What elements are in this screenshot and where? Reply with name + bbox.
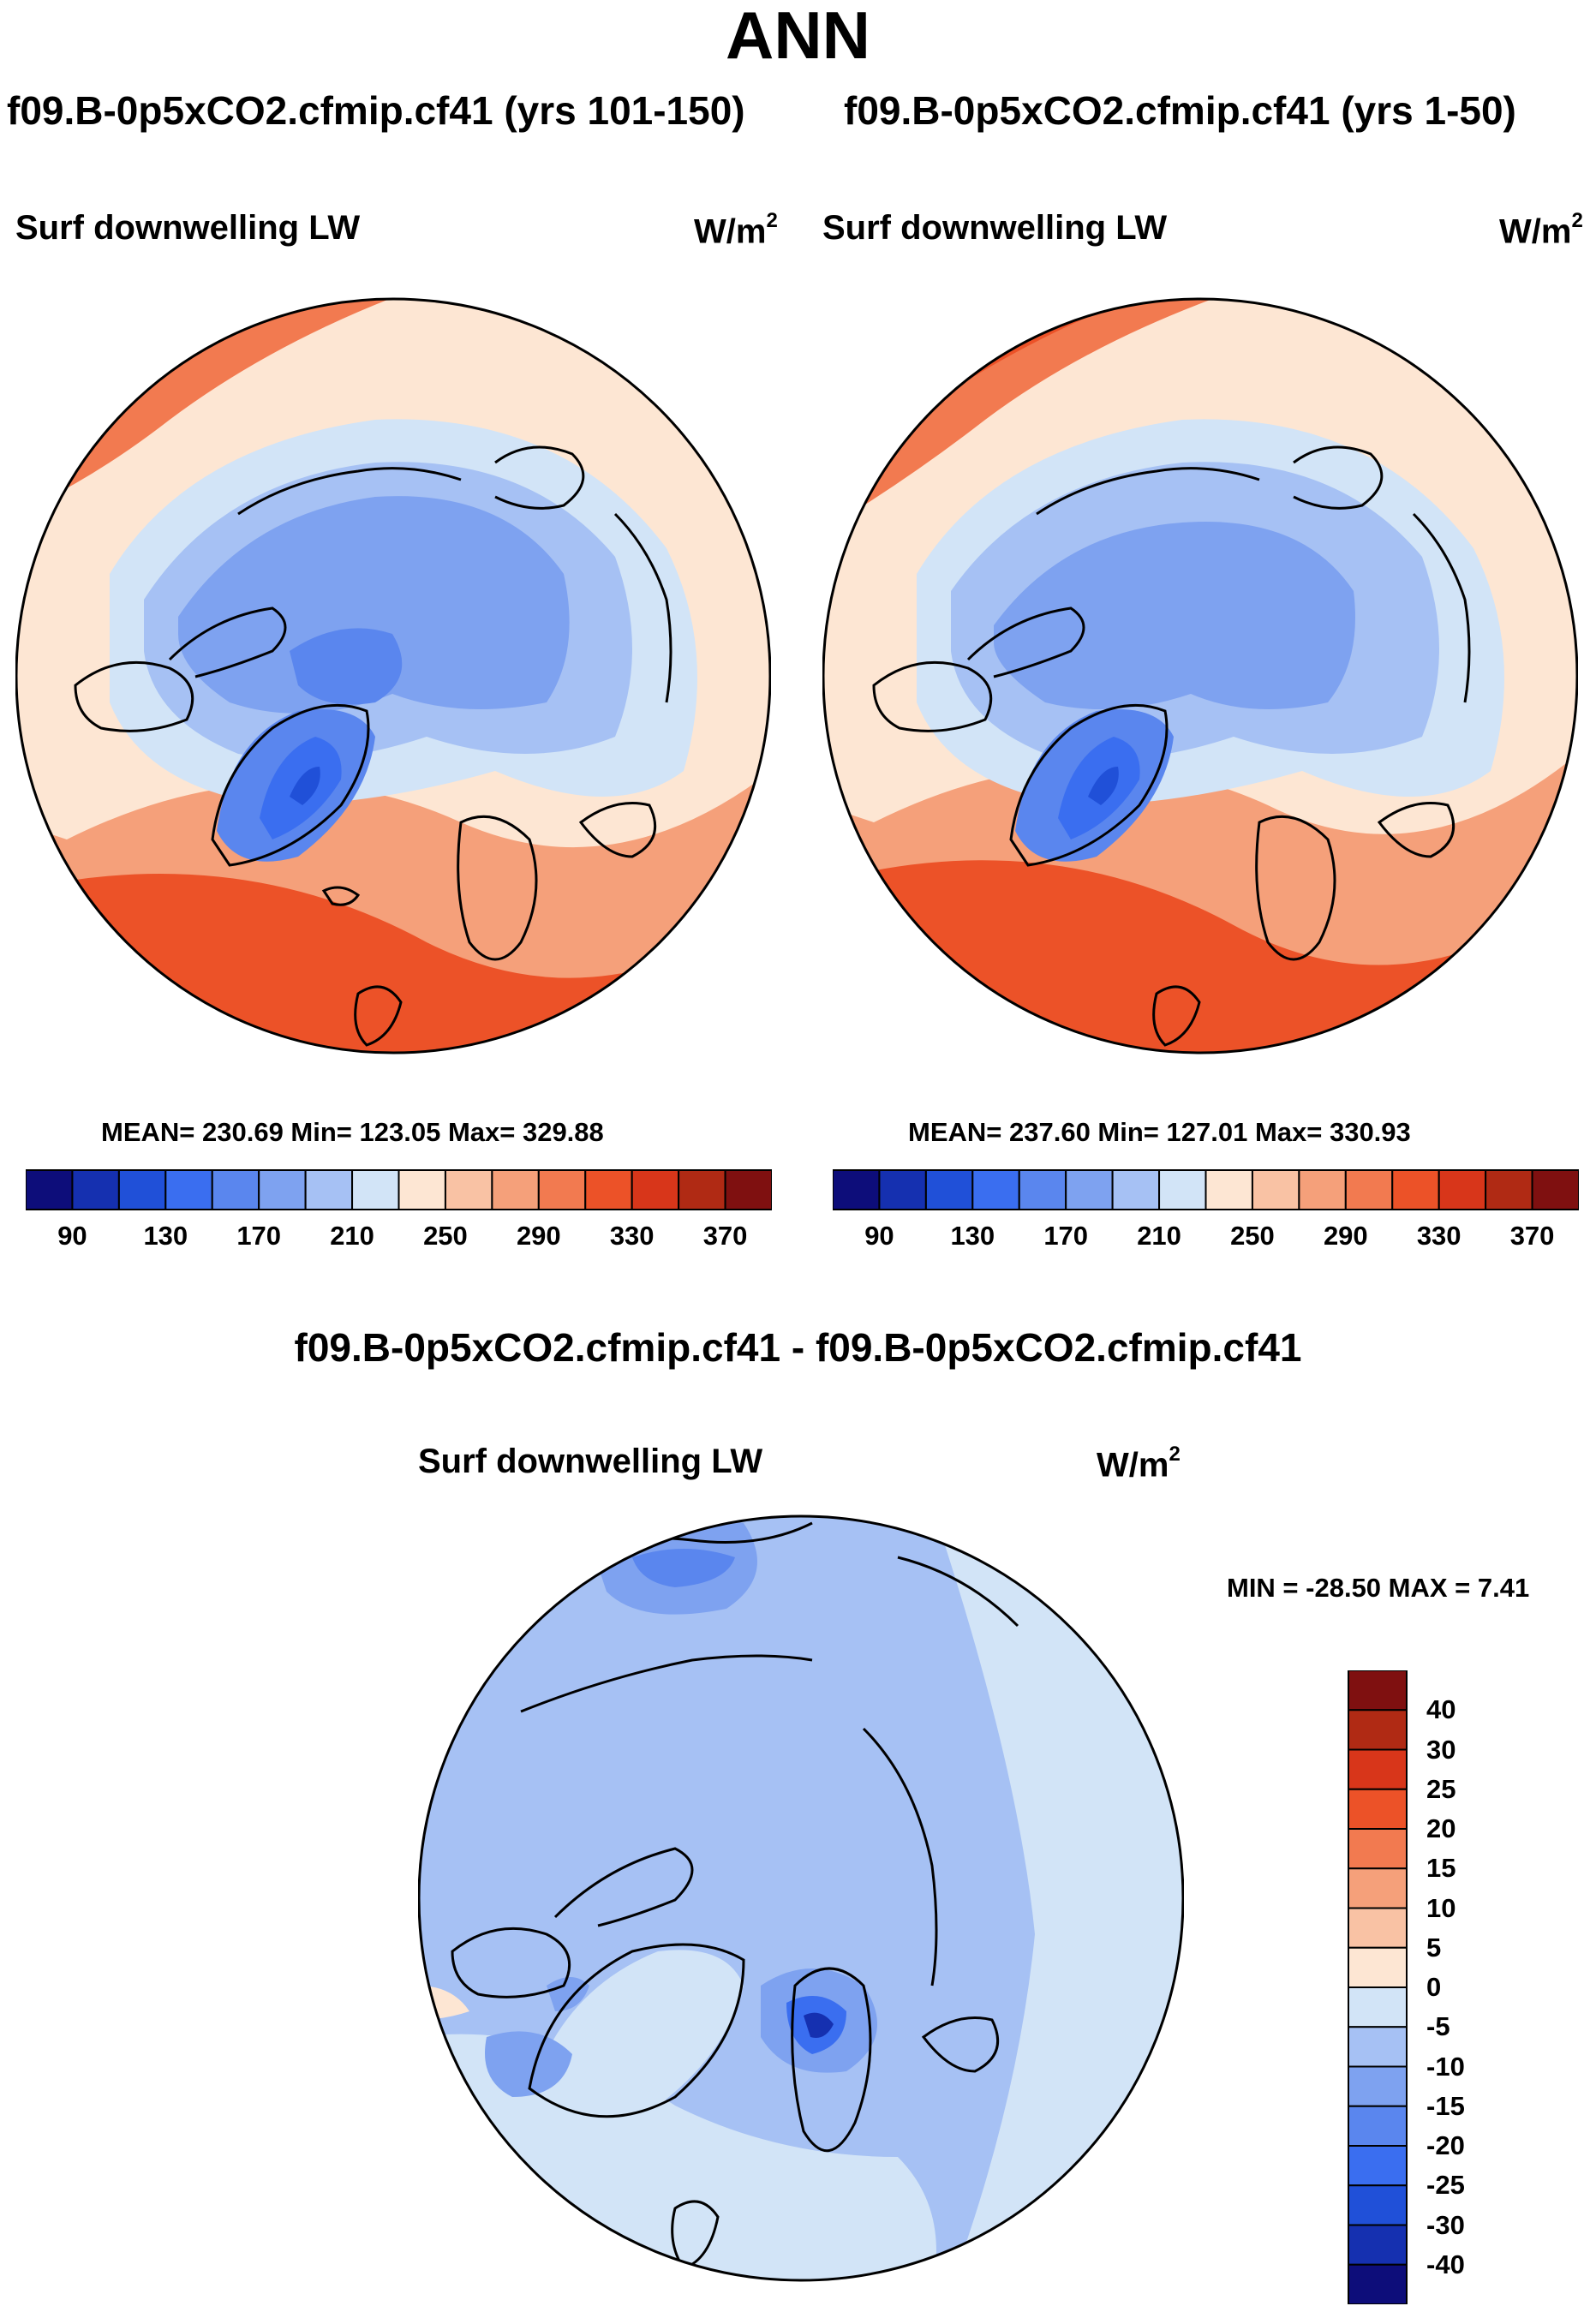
left-colorbar-box bbox=[724, 1169, 772, 1210]
right-colorbar-box bbox=[1391, 1169, 1440, 1210]
diff-colorbar bbox=[1348, 1670, 1408, 2304]
left-colorbar-box bbox=[351, 1169, 400, 1210]
right-colorbar-box bbox=[1111, 1169, 1161, 1210]
diff-colorbar-box bbox=[1348, 2184, 1408, 2226]
diff-panel-stats: MIN = -28.50 MAX = 7.41 bbox=[1227, 1573, 1530, 1603]
diff-colorbar-box bbox=[1348, 2263, 1408, 2304]
diff-colorbar-box bbox=[1348, 1946, 1408, 1988]
diff-colorbar-tick-label: 25 bbox=[1426, 1773, 1456, 1804]
diff-colorbar-box bbox=[1348, 1788, 1408, 1830]
right-panel-stats: MEAN= 237.60 Min= 127.01 Max= 330.93 bbox=[908, 1117, 1411, 1147]
left-colorbar-box bbox=[164, 1169, 213, 1210]
right-colorbar-tick-label: 330 bbox=[1416, 1221, 1462, 1251]
left-panel-units: W/m2 bbox=[694, 209, 778, 251]
right-colorbar-box bbox=[1065, 1169, 1114, 1210]
diff-colorbar-box bbox=[1348, 2145, 1408, 2187]
right-colorbar-tick-label: 90 bbox=[864, 1221, 894, 1251]
diff-colorbar-tick-label: 5 bbox=[1426, 1932, 1442, 1962]
right-colorbar-box bbox=[1251, 1169, 1300, 1210]
left-colorbar-box bbox=[631, 1169, 680, 1210]
left-colorbar-tick-label: 210 bbox=[330, 1221, 374, 1251]
right-colorbar-box bbox=[1344, 1169, 1394, 1210]
diff-colorbar-box bbox=[1348, 2065, 1408, 2107]
diff-colorbar-tick-label: 0 bbox=[1426, 1972, 1442, 2002]
left-colorbar-box bbox=[117, 1169, 167, 1210]
diff-panel-title: Surf downwelling LW bbox=[418, 1443, 763, 1480]
diff-colorbar-box bbox=[1348, 1709, 1408, 1751]
left-colorbar-box bbox=[584, 1169, 633, 1210]
right-colorbar-tick-label: 250 bbox=[1230, 1221, 1275, 1251]
diff-colorbar-tick-label: 10 bbox=[1426, 1892, 1456, 1923]
diff-colorbar-box bbox=[1348, 1748, 1408, 1790]
right-colorbar-tick-label: 290 bbox=[1323, 1221, 1368, 1251]
right-polar-map bbox=[822, 297, 1578, 1054]
diff-colorbar-box bbox=[1348, 1907, 1408, 1949]
right-colorbar-box bbox=[833, 1169, 881, 1210]
diff-colorbar-box bbox=[1348, 2026, 1408, 2068]
diff-colorbar-tick-label: -10 bbox=[1426, 2051, 1465, 2082]
right-colorbar-box bbox=[1531, 1169, 1579, 1210]
right-colorbar-box bbox=[1018, 1169, 1067, 1210]
right-colorbar-tick-label: 370 bbox=[1509, 1221, 1555, 1251]
left-colorbar-box bbox=[491, 1169, 540, 1210]
diff-colorbar-tick-label: 40 bbox=[1426, 1694, 1456, 1725]
right-colorbar-box bbox=[1204, 1169, 1253, 1210]
left-colorbar-tick-label: 290 bbox=[516, 1221, 561, 1251]
difference-polar-map bbox=[418, 1514, 1184, 2282]
case-name-left: f09.B-0p5xCO2.cfmip.cf41 (yrs 101-150) bbox=[7, 88, 745, 133]
diff-colorbar-box bbox=[1348, 1867, 1408, 1909]
left-panel-title: Surf downwelling LW bbox=[15, 209, 361, 247]
diff-colorbar-box bbox=[1348, 1828, 1408, 1870]
left-colorbar-tick-label: 90 bbox=[57, 1221, 87, 1251]
right-panel-units: W/m2 bbox=[1499, 209, 1583, 251]
diff-colorbar-tick-label: 30 bbox=[1426, 1734, 1456, 1765]
diff-colorbar-tick-label: 20 bbox=[1426, 1813, 1456, 1843]
left-colorbar-box bbox=[678, 1169, 726, 1210]
right-colorbar-box bbox=[1158, 1169, 1207, 1210]
left-colorbar-box bbox=[258, 1169, 307, 1210]
left-panel-stats: MEAN= 230.69 Min= 123.05 Max= 329.88 bbox=[101, 1117, 604, 1147]
left-colorbar-box bbox=[211, 1169, 260, 1210]
left-colorbar-tick-label: 370 bbox=[702, 1221, 748, 1251]
right-colorbar-tick-label: 170 bbox=[1043, 1221, 1089, 1251]
figure-title: ANN bbox=[726, 0, 870, 73]
left-colorbar-box bbox=[537, 1169, 587, 1210]
diff-colorbar-tick-label: -20 bbox=[1426, 2130, 1465, 2160]
diff-colorbar-tick-label: -40 bbox=[1426, 2249, 1465, 2279]
left-colorbar-box bbox=[304, 1169, 354, 1210]
diff-colorbar-tick-label: 15 bbox=[1426, 1853, 1456, 1884]
right-colorbar bbox=[833, 1169, 1579, 1210]
diff-colorbar-box bbox=[1348, 2105, 1408, 2147]
right-colorbar-box bbox=[1438, 1169, 1487, 1210]
left-colorbar-box bbox=[26, 1169, 74, 1210]
left-colorbar-box bbox=[444, 1169, 493, 1210]
left-colorbar-box bbox=[398, 1169, 446, 1210]
left-colorbar-tick-label: 250 bbox=[423, 1221, 468, 1251]
diff-colorbar-box bbox=[1348, 1670, 1408, 1712]
left-colorbar-box bbox=[71, 1169, 120, 1210]
diff-colorbar-tick-label: -30 bbox=[1426, 2209, 1465, 2240]
left-polar-map bbox=[15, 297, 771, 1054]
right-colorbar-box bbox=[878, 1169, 927, 1210]
diff-colorbar-box bbox=[1348, 2224, 1408, 2266]
left-colorbar-tick-label: 170 bbox=[236, 1221, 282, 1251]
right-colorbar-box bbox=[1485, 1169, 1533, 1210]
left-colorbar-tick-label: 130 bbox=[143, 1221, 188, 1251]
diff-colorbar-tick-label: -15 bbox=[1426, 2090, 1465, 2121]
left-colorbar bbox=[26, 1169, 772, 1210]
left-colorbar-tick-label: 330 bbox=[609, 1221, 655, 1251]
diff-colorbar-tick-label: -5 bbox=[1426, 2011, 1450, 2042]
diff-colorbar-tick-label: -25 bbox=[1426, 2170, 1465, 2201]
difference-title: f09.B-0p5xCO2.cfmip.cf41 - f09.B-0p5xCO2… bbox=[294, 1325, 1302, 1370]
diff-colorbar-box bbox=[1348, 1986, 1408, 2028]
right-colorbar-box bbox=[1298, 1169, 1347, 1210]
right-colorbar-box bbox=[924, 1169, 974, 1210]
right-colorbar-box bbox=[971, 1169, 1020, 1210]
right-panel-title: Surf downwelling LW bbox=[822, 209, 1168, 247]
right-colorbar-tick-label: 210 bbox=[1137, 1221, 1181, 1251]
diff-panel-units: W/m2 bbox=[1097, 1443, 1181, 1485]
case-name-right: f09.B-0p5xCO2.cfmip.cf41 (yrs 1-50) bbox=[844, 88, 1516, 133]
right-colorbar-tick-label: 130 bbox=[950, 1221, 995, 1251]
